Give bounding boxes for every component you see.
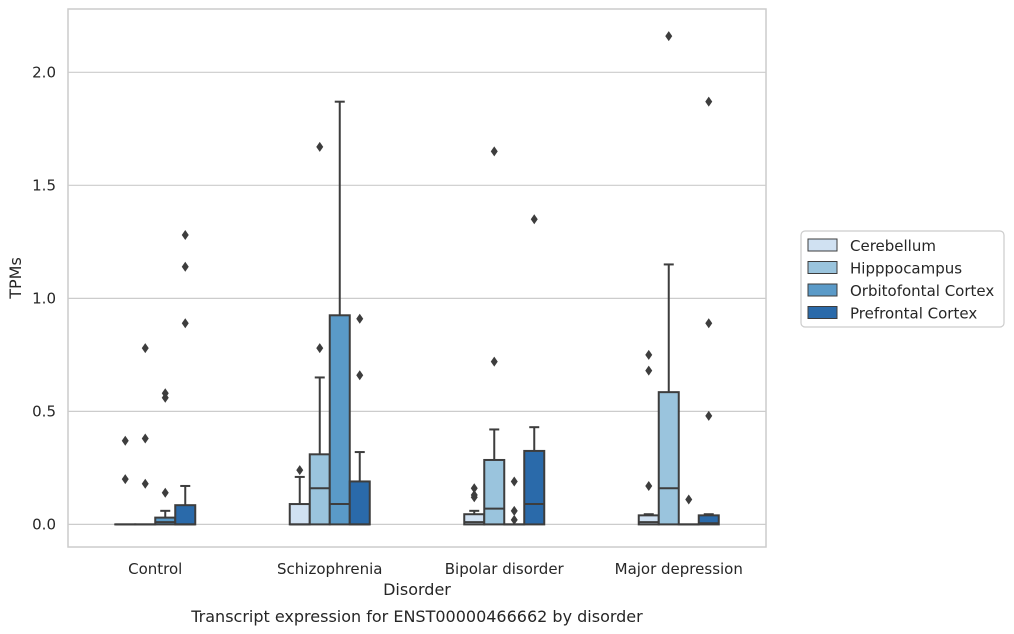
y-tick-label: 1.5: [32, 176, 56, 194]
outlier-point: [490, 146, 498, 157]
outlier-point: [296, 465, 304, 476]
box-cerebellum: [114, 435, 137, 526]
outlier-point: [181, 318, 189, 329]
outlier-point: [490, 356, 498, 367]
outlier-point: [705, 96, 713, 107]
outlier-point: [470, 492, 478, 503]
outlier-point: [161, 392, 169, 403]
outlier-point: [141, 433, 149, 444]
outlier-point: [685, 494, 693, 505]
outlier-point: [181, 230, 189, 241]
box-hipppocampus: [657, 31, 680, 526]
legend-swatch: [807, 306, 838, 319]
x-tick-label: Schizophrenia: [277, 560, 382, 578]
outlier-point: [316, 141, 324, 152]
box-hipppocampus: [483, 146, 506, 526]
legend-label: Cerebellum: [850, 237, 936, 255]
outlier-point: [510, 505, 518, 516]
y-tick-label: 0.5: [32, 402, 56, 420]
outlier-point: [510, 476, 518, 487]
x-tick-label: Major depression: [615, 560, 743, 578]
x-axis-title: Disorder: [383, 580, 451, 599]
box-hipppocampus: [308, 141, 331, 526]
chart-caption: Transcript expression for ENST0000046666…: [190, 607, 643, 626]
outlier-point: [645, 365, 653, 376]
box-prefrontal-cortex: [697, 96, 720, 526]
outlier-point: [645, 480, 653, 491]
box-orbitofontal-cortex: [503, 476, 526, 526]
box-body: [523, 449, 546, 526]
outlier-point: [470, 483, 478, 494]
y-axis: 0.0 0.5 1.0 1.5 2.0: [32, 63, 56, 533]
plot-layer: [114, 31, 720, 526]
box-cerebellum: [288, 465, 311, 526]
legend-label: Hipppocampus: [850, 260, 962, 278]
box-body: [308, 453, 331, 526]
plot-frame: [67, 8, 767, 548]
outlier-point: [705, 318, 713, 329]
x-tick-label: Control: [128, 560, 182, 578]
outlier-point: [316, 343, 324, 354]
outlier-point: [665, 31, 673, 42]
box-orbitofontal-cortex: [328, 100, 351, 526]
legend: Cerebellum Hipppocampus Orbitofontal Corte…: [800, 230, 1005, 328]
box-body: [657, 391, 680, 526]
box-body: [288, 503, 311, 526]
outlier-point: [121, 435, 129, 446]
box-body: [154, 516, 177, 526]
box-body: [697, 514, 720, 526]
y-axis-title: TPMs: [6, 257, 25, 300]
outlier-point: [356, 313, 364, 324]
outlier-point: [705, 410, 713, 421]
legend-swatch: [807, 283, 838, 297]
x-tick-label: Bipolar disorder: [445, 560, 565, 578]
legend-label: Prefrontal Cortex: [850, 305, 977, 323]
x-axis: Control Schizophrenia Bipolar disorder Majo…: [128, 560, 743, 578]
box-hipppocampus: [134, 343, 157, 526]
box-prefrontal-cortex: [348, 313, 371, 526]
legend-swatch: [807, 238, 838, 252]
box-body: [483, 458, 506, 526]
outlier-point: [645, 349, 653, 360]
legend-frame: [800, 230, 1005, 328]
box-body: [348, 480, 371, 526]
box-body: [174, 504, 197, 526]
outlier-point: [141, 343, 149, 354]
outlier-point: [121, 474, 129, 485]
box-body: [328, 314, 351, 526]
box-prefrontal-cortex: [174, 230, 197, 526]
outlier-point: [161, 487, 169, 498]
y-tick-label: 0.0: [32, 515, 56, 533]
outlier-point: [181, 261, 189, 272]
outlier-point: [141, 478, 149, 489]
box-prefrontal-cortex: [523, 214, 546, 526]
legend-label: Orbitofontal Cortex: [850, 282, 994, 300]
outlier-point: [356, 370, 364, 381]
y-tick-label: 2.0: [32, 63, 56, 81]
legend-swatch: [807, 261, 838, 274]
outlier-point: [530, 214, 538, 225]
y-tick-label: 1.0: [32, 289, 56, 307]
outlier-point: [510, 514, 518, 525]
box-cerebellum: [637, 349, 660, 526]
